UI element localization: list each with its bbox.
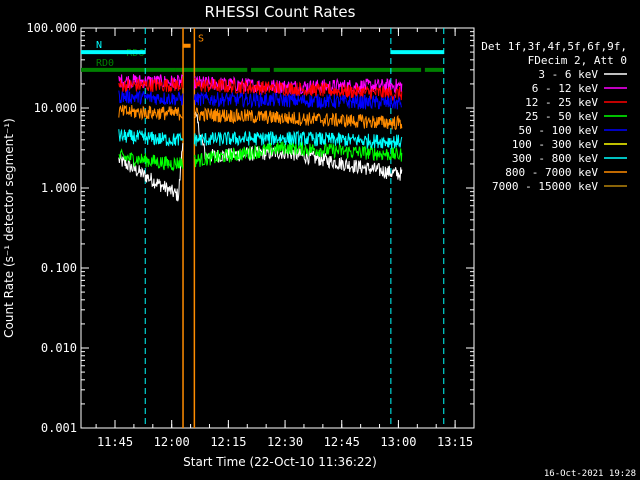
- y-tick-label: 0.001: [41, 421, 77, 435]
- y-tick-label: 10.000: [34, 101, 77, 115]
- series-line: [118, 128, 184, 147]
- x-tick-label: 12:15: [210, 435, 246, 449]
- state-bar-label: RD0: [96, 58, 114, 69]
- y-tick-label: 0.100: [41, 261, 77, 275]
- legend-entry-label: 300 - 800 keV: [512, 152, 598, 165]
- legend-header: Det 1f,3f,4f,5f,6f,9f,: [481, 40, 627, 53]
- x-axis-label: Start Time (22-Oct-10 11:36:22): [183, 455, 377, 469]
- y-tick-label: 1.000: [41, 181, 77, 195]
- x-tick-label: 12:30: [267, 435, 303, 449]
- x-tick-label: 13:15: [437, 435, 473, 449]
- legend-entry-label: 50 - 100 keV: [519, 124, 599, 137]
- legend-entry-label: 25 - 50 keV: [525, 110, 598, 123]
- y-tick-label: 100.000: [26, 21, 77, 35]
- x-tick-label: 11:45: [97, 435, 133, 449]
- legend-header: FDecim 2, Att 0: [528, 54, 627, 67]
- legend-entry-label: 800 - 7000 keV: [505, 166, 598, 179]
- series-line: [118, 143, 184, 202]
- series-line: [193, 130, 403, 150]
- series-line: [118, 77, 184, 93]
- series-line: [193, 107, 403, 131]
- legend-entry-label: 6 - 12 keV: [532, 82, 599, 95]
- y-tick-label: 0.010: [41, 341, 77, 355]
- series-line: [193, 141, 403, 168]
- legend-entry-label: 3 - 6 keV: [538, 68, 598, 81]
- state-bar-label: N: [96, 40, 102, 51]
- footer-timestamp: 16-Oct-2021 19:28: [544, 469, 636, 479]
- x-tick-label: 13:00: [380, 435, 416, 449]
- series-line: [118, 148, 184, 172]
- x-tick-label: 12:00: [154, 435, 190, 449]
- series-line: [193, 92, 402, 110]
- legend-entry-label: 100 - 300 keV: [512, 138, 598, 151]
- y-axis-label: Count Rate (s⁻¹ detector segment⁻¹): [2, 118, 16, 338]
- legend-entry-label: 7000 - 15000 keV: [492, 180, 598, 193]
- series-line: [194, 78, 403, 101]
- legend-entry-label: 12 - 25 keV: [525, 96, 598, 109]
- chart-title: RHESSI Count Rates: [205, 3, 356, 21]
- x-tick-label: 12:45: [324, 435, 360, 449]
- plot-frame: [80, 27, 475, 429]
- series-line: [118, 89, 184, 106]
- state-bar-label: S: [198, 34, 204, 45]
- series-line: [118, 104, 184, 121]
